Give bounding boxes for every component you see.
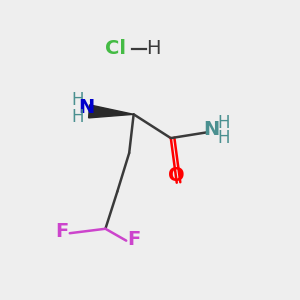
Text: H: H <box>146 39 160 58</box>
Text: H: H <box>71 108 84 126</box>
Text: F: F <box>127 230 140 249</box>
Text: H: H <box>71 91 84 109</box>
Polygon shape <box>88 105 134 118</box>
Text: N: N <box>203 120 220 139</box>
Text: O: O <box>168 166 185 185</box>
Text: F: F <box>56 222 69 241</box>
Text: H: H <box>217 128 230 146</box>
Text: N: N <box>78 98 94 117</box>
Text: Cl: Cl <box>105 39 126 58</box>
Text: H: H <box>217 114 230 132</box>
